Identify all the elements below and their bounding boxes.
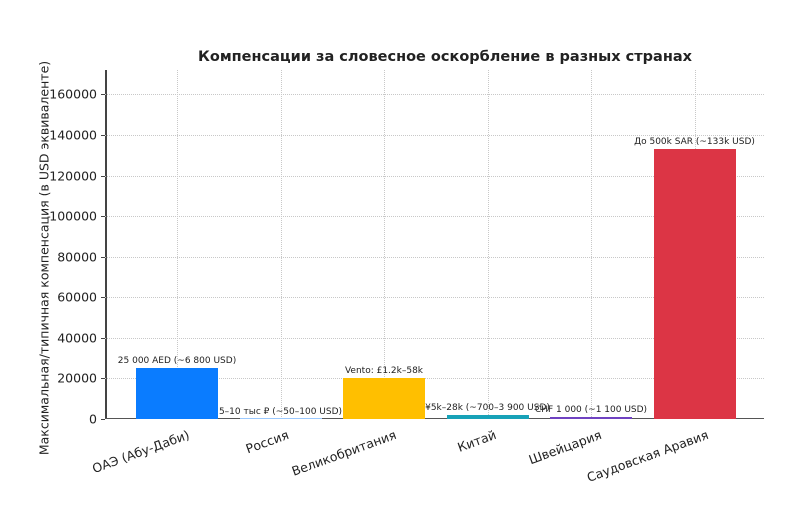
y-tick-label: 80000 xyxy=(57,249,97,265)
x-axis-line xyxy=(105,417,764,419)
plot-area: 0 20000 40000 60000 80000 100000 120000 140000 1… xyxy=(49,70,764,427)
y-tick-label: 0 xyxy=(89,411,97,427)
y-tick-label: 40000 xyxy=(57,330,97,346)
y-tick-mark xyxy=(101,337,105,339)
bar-annotation: 5–10 тыс ₽ (~50–100 USD) xyxy=(218,406,343,417)
y-tick-label: 20000 xyxy=(57,370,97,386)
bar-annotation: ¥5k–28k (~700–3 900 USD) xyxy=(425,402,550,413)
y-tick-mark xyxy=(101,134,105,136)
x-tick-label: Россия xyxy=(244,427,292,457)
chart-title: Компенсации за словесное оскорбление в р… xyxy=(198,49,692,65)
y-tick-mark xyxy=(101,297,105,299)
x-tick-label: Саудовская Аравия xyxy=(584,427,711,485)
bar-annotation: Vento: £1.2k–58k xyxy=(344,366,424,377)
y-tick-mark xyxy=(101,256,105,258)
x-tick-label: Швейцария xyxy=(526,427,604,468)
grid-line-horizontal xyxy=(105,216,764,218)
x-tick-label: ОАЭ (Абу-Даби) xyxy=(89,427,192,477)
grid-line-vertical xyxy=(487,70,489,419)
x-tick-label: Китай xyxy=(455,427,498,455)
y-tick-label: 140000 xyxy=(49,127,97,143)
bar-3 xyxy=(446,414,529,419)
y-tick-label: 160000 xyxy=(49,86,97,102)
y-axis-label: Максимальная/типичная компенсация (в USD… xyxy=(36,60,52,456)
grid-line-vertical xyxy=(384,70,385,419)
bar-1 xyxy=(239,418,322,419)
x-tick-label: Великобритания xyxy=(290,427,399,479)
grid-line-horizontal xyxy=(105,175,764,177)
y-tick-mark xyxy=(101,175,105,177)
y-tick-label: 100000 xyxy=(49,208,97,224)
bar-annotation: CHF 1 000 (~1 100 USD) xyxy=(534,404,648,415)
grid-line-horizontal xyxy=(105,297,764,299)
grid-line-vertical xyxy=(177,70,178,419)
y-tick-mark xyxy=(101,94,105,96)
y-tick-mark xyxy=(101,216,105,218)
bar-annotation: До 500k SAR (~133k USD) xyxy=(634,137,755,148)
grid-line-horizontal xyxy=(105,378,764,380)
bar-2 xyxy=(343,378,425,419)
grid-line-horizontal xyxy=(105,94,764,96)
y-tick-mark xyxy=(101,419,105,420)
bar-4 xyxy=(550,416,632,419)
grid-line-horizontal xyxy=(105,134,764,136)
y-axis-line xyxy=(105,70,107,419)
y-tick-label: 60000 xyxy=(57,289,97,305)
bar-0 xyxy=(136,368,218,419)
grid-line-vertical xyxy=(280,70,282,419)
grid-line-horizontal xyxy=(105,256,764,258)
bar-annotation: 25 000 AED (~6 800 USD) xyxy=(117,356,237,367)
grid-line-vertical xyxy=(591,70,592,419)
y-tick-mark xyxy=(101,378,105,380)
y-tick-label: 120000 xyxy=(49,168,97,183)
bar-5 xyxy=(653,149,736,419)
grid-line-horizontal xyxy=(105,337,764,339)
